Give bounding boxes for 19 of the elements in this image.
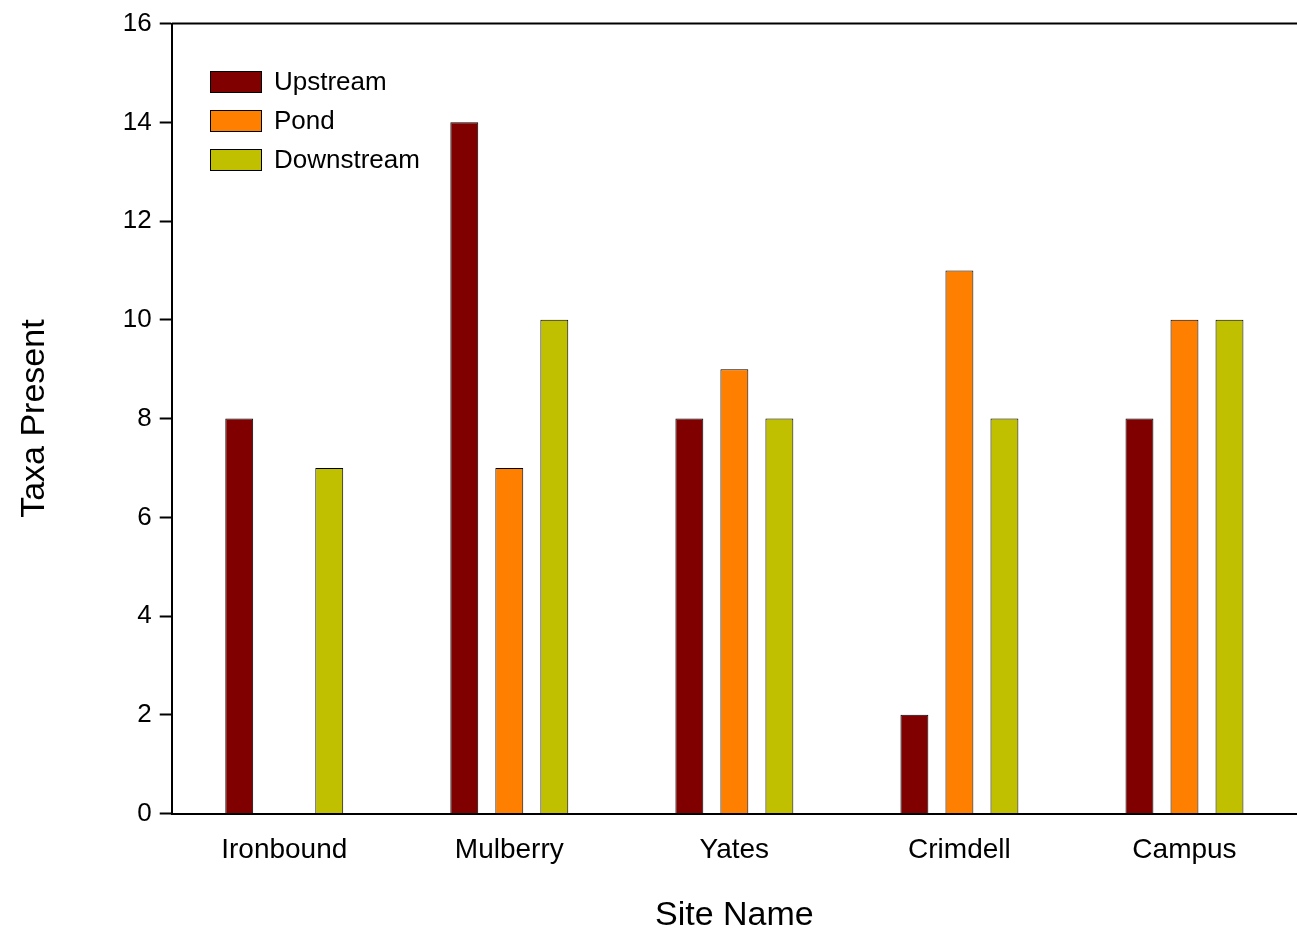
y-tick-label: 6 [137, 500, 152, 531]
y-tick-label: 16 [122, 6, 152, 37]
y-tick-label: 4 [137, 599, 152, 630]
x-tick-label: Ironbound [221, 833, 348, 865]
legend-label: Pond [274, 105, 335, 136]
x-tick-label: Mulberry [454, 833, 564, 865]
legend-label: Upstream [274, 66, 387, 97]
x-tick-label: Yates [699, 833, 770, 865]
y-tick-label: 14 [122, 105, 152, 136]
legend-label: Downstream [274, 144, 420, 175]
y-tick-label: 10 [122, 303, 152, 334]
y-tick-label: 8 [137, 401, 152, 432]
x-tick-label: Campus [1132, 833, 1237, 865]
y-tick-label: 12 [122, 204, 152, 235]
y-tick-label: 2 [137, 698, 152, 729]
x-axis-title: Site Name [654, 893, 814, 932]
y-tick-label: 0 [137, 796, 152, 827]
y-axis-title: Taxa Present [12, 318, 51, 518]
x-tick-label: Crimdell [908, 833, 1011, 865]
